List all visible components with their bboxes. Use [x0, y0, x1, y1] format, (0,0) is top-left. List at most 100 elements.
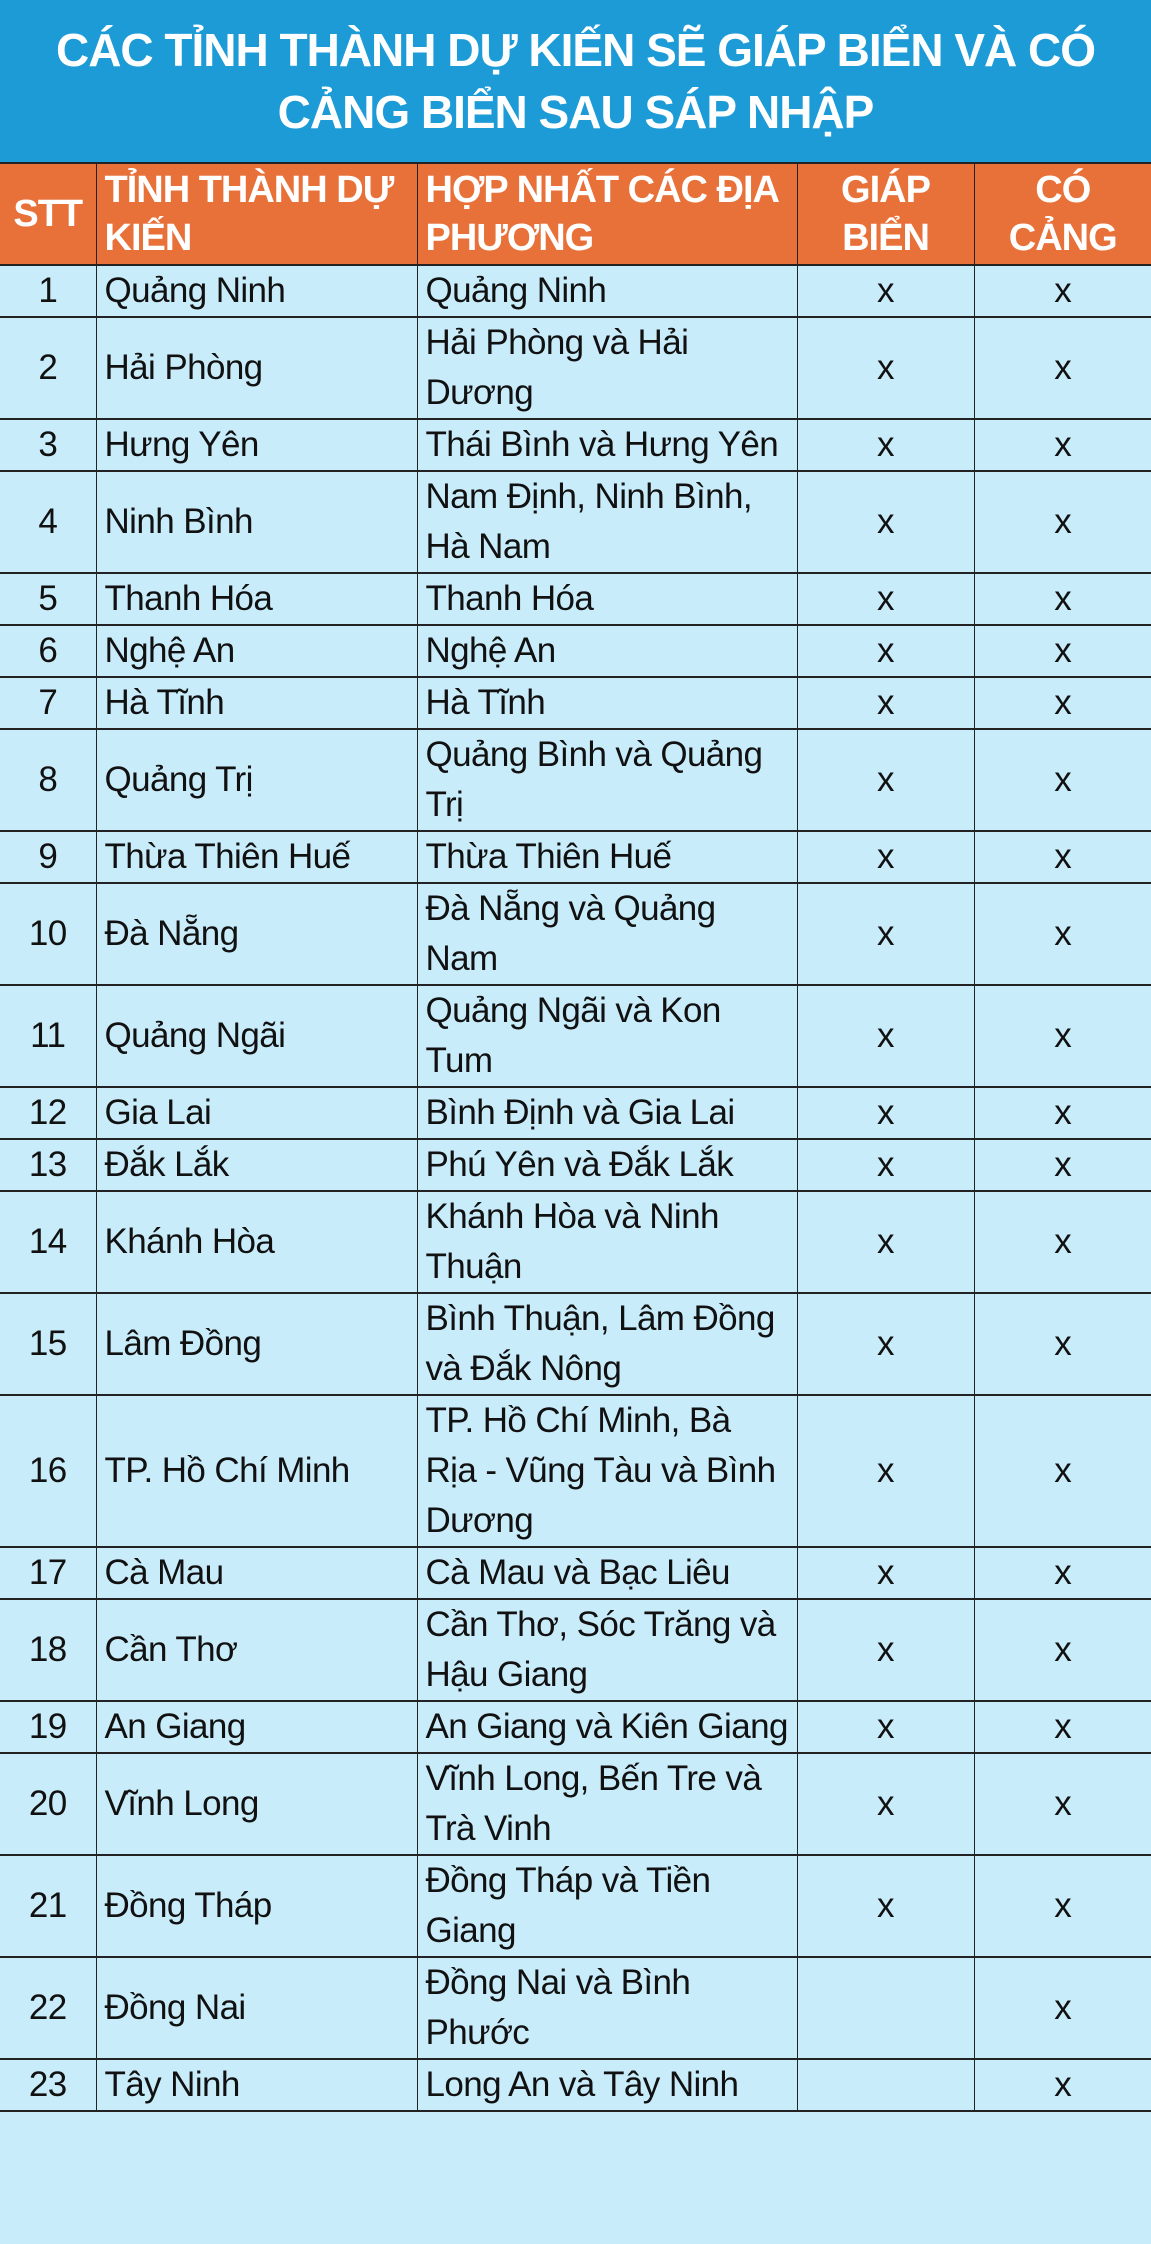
cell-port: x: [973, 1395, 1151, 1548]
cell-merged: Quảng Bình và Quảng Trị: [416, 729, 797, 832]
cell-port: x: [973, 573, 1151, 626]
cell-port: x: [973, 1599, 1151, 1702]
table-row: 7 Hà Tĩnh Hà Tĩnh x x: [0, 677, 1151, 730]
cell-merged: Đồng Tháp và Tiền Giang: [416, 1855, 797, 1958]
cell-merged: Quảng Ninh: [416, 265, 797, 318]
cell-merged: Long An và Tây Ninh: [416, 2059, 797, 2112]
cell-province: Thừa Thiên Huế: [95, 831, 417, 884]
cell-sea: x: [796, 573, 974, 626]
cell-merged: Thừa Thiên Huế: [416, 831, 797, 884]
table-row: 21 Đồng Tháp Đồng Tháp và Tiền Giang x x: [0, 1855, 1151, 1958]
cell-merged: Nghệ An: [416, 625, 797, 678]
table-row: 12 Gia Lai Bình Định và Gia Lai x x: [0, 1087, 1151, 1140]
cell-merged: Đồng Nai và Bình Phước: [416, 1957, 797, 2060]
cell-merged: Phú Yên và Đắk Lắk: [416, 1139, 797, 1192]
cell-stt: 16: [0, 1395, 96, 1548]
cell-sea: x: [796, 1191, 974, 1294]
header-row: STT TỈNH THÀNH DỰ KIẾN HỢP NHẤT CÁC ĐỊA …: [0, 162, 1151, 266]
table-row: 8 Quảng Trị Quảng Bình và Quảng Trị x x: [0, 729, 1151, 832]
table-row: 19 An Giang An Giang và Kiên Giang x x: [0, 1701, 1151, 1754]
cell-port: x: [973, 317, 1151, 420]
page-title: CÁC TỈNH THÀNH DỰ KIẾN SẼ GIÁP BIỂN VÀ C…: [0, 0, 1151, 162]
cell-port: x: [973, 1547, 1151, 1600]
table-row: 4 Ninh Bình Nam Định, Ninh Bình, Hà Nam x x: [0, 471, 1151, 574]
table-row: 10 Đà Nẵng Đà Nẵng và Quảng Nam x x: [0, 883, 1151, 986]
cell-merged: Hải Phòng và Hải Dương: [416, 317, 797, 420]
cell-sea: x: [796, 1855, 974, 1958]
cell-province: Gia Lai: [95, 1087, 417, 1140]
cell-merged: Quảng Ngãi và Kon Tum: [416, 985, 797, 1088]
cell-sea: x: [796, 677, 974, 730]
cell-stt: 4: [0, 471, 96, 574]
cell-merged: Bình Định và Gia Lai: [416, 1087, 797, 1140]
cell-merged: Thanh Hóa: [416, 573, 797, 626]
cell-sea: [796, 2059, 974, 2112]
cell-province: Hải Phòng: [95, 317, 417, 420]
cell-sea: x: [796, 317, 974, 420]
table-row: 2 Hải Phòng Hải Phòng và Hải Dương x x: [0, 317, 1151, 420]
cell-sea: x: [796, 1395, 974, 1548]
header-merged: HỢP NHẤT CÁC ĐỊA PHƯƠNG: [416, 162, 797, 266]
cell-port: x: [973, 625, 1151, 678]
cell-province: Quảng Trị: [95, 729, 417, 832]
table-row: 18 Cần Thơ Cần Thơ, Sóc Trăng và Hậu Giang…: [0, 1599, 1151, 1702]
cell-province: Hưng Yên: [95, 419, 417, 472]
cell-stt: 23: [0, 2059, 96, 2112]
table-row: 20 Vĩnh Long Vĩnh Long, Bến Tre và Trà Vin…: [0, 1753, 1151, 1856]
cell-province: An Giang: [95, 1701, 417, 1754]
cell-sea: x: [796, 625, 974, 678]
cell-province: Cần Thơ: [95, 1599, 417, 1702]
cell-sea: [796, 1957, 974, 2060]
cell-merged: Đà Nẵng và Quảng Nam: [416, 883, 797, 986]
table-row: 23 Tây Ninh Long An và Tây Ninh x: [0, 2059, 1151, 2112]
cell-port: x: [973, 729, 1151, 832]
header-port: CÓ CẢNG: [973, 162, 1151, 266]
cell-sea: x: [796, 1293, 974, 1396]
header-sea: GIÁP BIỂN: [796, 162, 974, 266]
cell-stt: 3: [0, 419, 96, 472]
cell-port: x: [973, 1701, 1151, 1754]
cell-port: x: [973, 1957, 1151, 2060]
cell-merged: TP. Hồ Chí Minh, Bà Rịa - Vũng Tàu và Bì…: [416, 1395, 797, 1548]
cell-sea: x: [796, 1599, 974, 1702]
cell-stt: 18: [0, 1599, 96, 1702]
cell-stt: 1: [0, 265, 96, 318]
cell-port: x: [973, 677, 1151, 730]
cell-stt: 17: [0, 1547, 96, 1600]
cell-stt: 22: [0, 1957, 96, 2060]
cell-sea: x: [796, 831, 974, 884]
cell-port: x: [973, 1139, 1151, 1192]
cell-stt: 13: [0, 1139, 96, 1192]
cell-province: Đồng Nai: [95, 1957, 417, 2060]
table-row: 3 Hưng Yên Thái Bình và Hưng Yên x x: [0, 419, 1151, 472]
cell-sea: x: [796, 471, 974, 574]
cell-port: x: [973, 2059, 1151, 2112]
cell-port: x: [973, 1293, 1151, 1396]
cell-stt: 19: [0, 1701, 96, 1754]
cell-sea: x: [796, 419, 974, 472]
cell-stt: 8: [0, 729, 96, 832]
table-row: 6 Nghệ An Nghệ An x x: [0, 625, 1151, 678]
cell-stt: 20: [0, 1753, 96, 1856]
cell-province: Thanh Hóa: [95, 573, 417, 626]
cell-merged: Cà Mau và Bạc Liêu: [416, 1547, 797, 1600]
cell-sea: x: [796, 729, 974, 832]
cell-merged: Hà Tĩnh: [416, 677, 797, 730]
header-province: TỈNH THÀNH DỰ KIẾN: [95, 162, 417, 266]
cell-merged: Bình Thuận, Lâm Đồng và Đắk Nông: [416, 1293, 797, 1396]
cell-stt: 12: [0, 1087, 96, 1140]
cell-stt: 15: [0, 1293, 96, 1396]
cell-stt: 6: [0, 625, 96, 678]
cell-province: Nghệ An: [95, 625, 417, 678]
cell-merged: Nam Định, Ninh Bình, Hà Nam: [416, 471, 797, 574]
cell-sea: x: [796, 883, 974, 986]
cell-province: Ninh Bình: [95, 471, 417, 574]
cell-stt: 7: [0, 677, 96, 730]
cell-port: x: [973, 985, 1151, 1088]
table-row: 13 Đắk Lắk Phú Yên và Đắk Lắk x x: [0, 1139, 1151, 1192]
cell-stt: 5: [0, 573, 96, 626]
cell-province: Khánh Hòa: [95, 1191, 417, 1294]
cell-sea: x: [796, 265, 974, 318]
cell-port: x: [973, 883, 1151, 986]
cell-province: Tây Ninh: [95, 2059, 417, 2112]
